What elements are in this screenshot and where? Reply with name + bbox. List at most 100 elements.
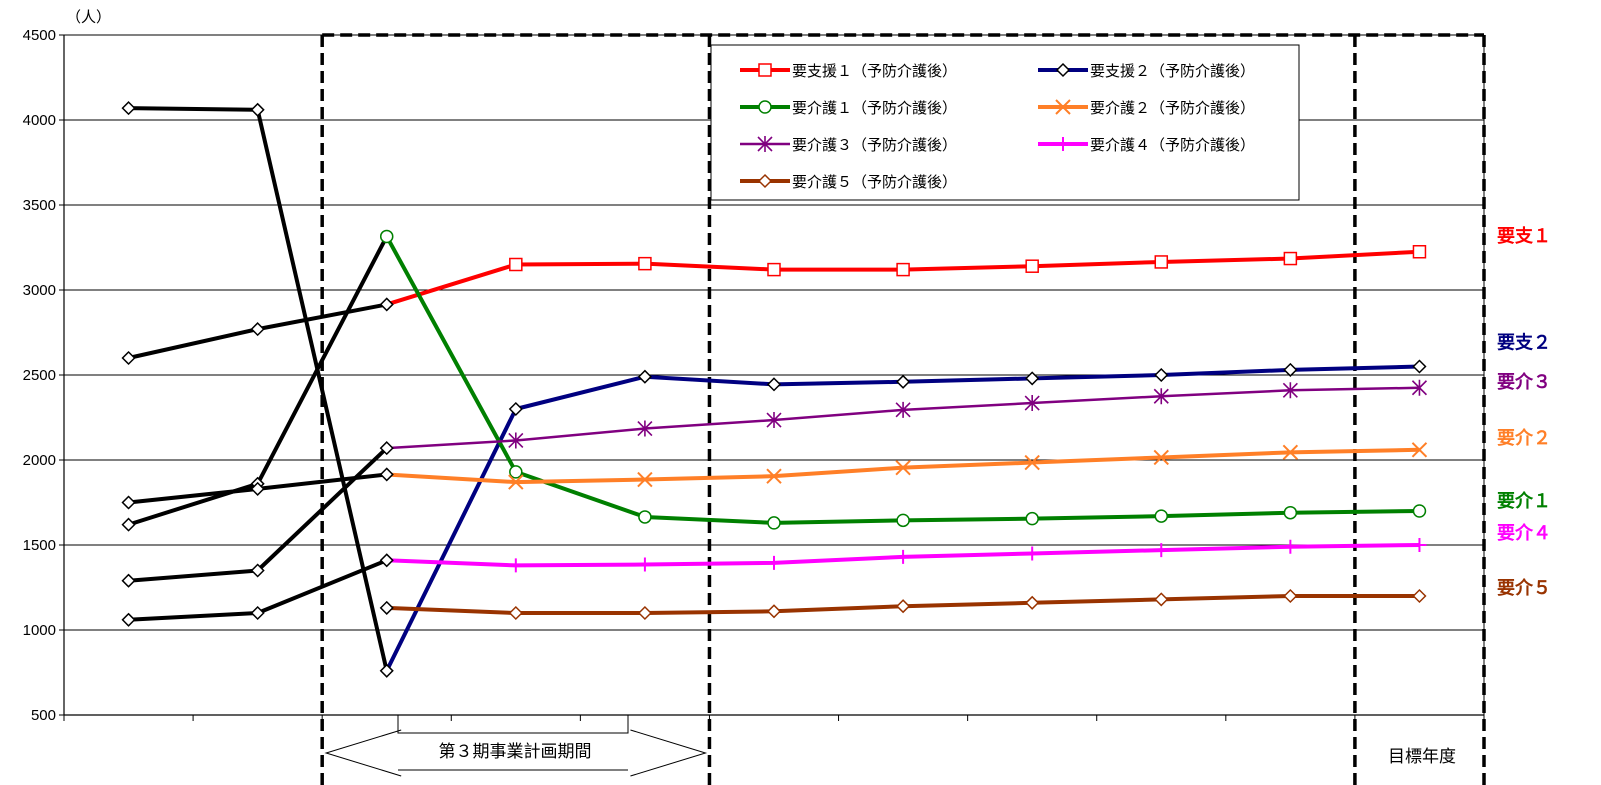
legend-label-4: 要介護３（予防介護後） — [792, 136, 957, 154]
history-point-0-1 — [250, 322, 265, 337]
history-point-2-0 — [121, 517, 136, 532]
legend-marker-5 — [1056, 137, 1070, 151]
series-line-3 — [386, 447, 1420, 485]
series-point-0-4 — [638, 256, 652, 271]
series-point-1-7 — [1025, 371, 1040, 386]
series-point-4-9 — [1282, 382, 1298, 399]
series-point-0-3 — [509, 257, 523, 272]
series-point-1-9 — [1283, 362, 1298, 377]
series-point-4-5 — [766, 412, 782, 429]
history-point-0-0 — [121, 350, 136, 366]
series-line-4 — [386, 386, 1420, 450]
series-point-3-2 — [379, 467, 394, 482]
series-point-6-5 — [766, 604, 782, 619]
series-point-4-4 — [637, 420, 653, 437]
series-point-1-8 — [1154, 367, 1169, 383]
series-point-6-9 — [1283, 588, 1298, 604]
series-point-5-3 — [508, 558, 523, 573]
series-point-5-5 — [767, 555, 781, 570]
y-tick-label-3000: 3000 — [23, 282, 56, 299]
series-point-1-5 — [766, 377, 782, 392]
target-year-label: 目標年度 — [1388, 747, 1456, 767]
series-point-3-10 — [1411, 442, 1428, 458]
legend-marker-4 — [757, 136, 773, 152]
legend-box — [710, 44, 1300, 201]
right-label-0: 要支１ — [1497, 225, 1551, 247]
series-point-2-6 — [896, 513, 910, 528]
series-point-2-3 — [509, 465, 523, 479]
legend-label-2: 要介護１（予防介護後） — [792, 99, 957, 117]
period-arrow-right — [630, 729, 708, 777]
x-axis — [63, 714, 1485, 721]
series-point-0-8 — [1154, 255, 1169, 269]
right-label-3: 要介２ — [1497, 427, 1551, 449]
right-label-2: 要介３ — [1497, 371, 1551, 393]
series-markers — [121, 101, 1428, 678]
y-unit-label: （人） — [66, 8, 111, 26]
series-point-1-2 — [379, 663, 394, 678]
series-point-5-9 — [1283, 539, 1298, 554]
series-point-2-2 — [379, 229, 394, 244]
series-point-5-8 — [1154, 543, 1169, 558]
series-line-0 — [386, 249, 1420, 307]
y-tick-label-2000: 2000 — [23, 452, 56, 469]
series-point-4-7 — [1024, 395, 1040, 412]
y-tick-label-500: 500 — [31, 707, 56, 724]
series-point-1-10 — [1412, 359, 1427, 374]
series-point-4-10 — [1411, 379, 1428, 396]
y-tick-label-2500: 2500 — [23, 367, 56, 384]
series-point-3-5 — [766, 468, 782, 484]
right-label-4: 要介１ — [1497, 490, 1551, 512]
history-point-4-0 — [121, 573, 136, 588]
legend-label-6: 要介護５（予防介護後） — [792, 173, 957, 191]
series-point-5-7 — [1025, 546, 1040, 561]
series-point-0-5 — [767, 262, 781, 277]
period-bracket-top — [397, 715, 629, 734]
history-point-1-1 — [250, 102, 265, 117]
series-point-3-6 — [895, 459, 911, 476]
series-point-5-6 — [896, 549, 911, 564]
series-point-1-6 — [896, 374, 911, 389]
legend-label-0: 要支援１（予防介護後） — [792, 62, 957, 80]
series-point-6-8 — [1154, 592, 1169, 607]
series-point-2-7 — [1025, 511, 1039, 526]
legend-marker-1 — [1055, 62, 1071, 78]
y-tick-label-1500: 1500 — [23, 537, 56, 554]
right-label-1: 要支２ — [1497, 332, 1551, 354]
series-point-0-7 — [1025, 259, 1039, 273]
series-point-5-2 — [379, 553, 394, 568]
period-dividers — [320, 33, 1486, 785]
series-point-0-9 — [1283, 251, 1298, 266]
legend-marker-0 — [758, 63, 772, 77]
history-point-3-0 — [121, 495, 136, 510]
series-point-4-3 — [508, 432, 524, 449]
series-point-3-3 — [508, 474, 524, 490]
series-point-4-8 — [1153, 388, 1169, 405]
series-point-6-10 — [1412, 588, 1427, 604]
history-point-5-0 — [121, 612, 136, 627]
right-label-5: 要介４ — [1497, 522, 1551, 544]
period-label: 第３期事業計画期間 — [439, 742, 592, 762]
plan-period-arrow: 第３期事業計画期間 — [324, 715, 708, 777]
series-point-3-7 — [1024, 454, 1040, 471]
y-tick-label-3500: 3500 — [23, 197, 56, 214]
series-point-6-6 — [896, 599, 911, 614]
history-point-5-1 — [250, 605, 265, 621]
series-point-0-10 — [1412, 245, 1427, 259]
series-point-1-3 — [508, 401, 523, 417]
series-point-5-10 — [1412, 538, 1427, 552]
series-point-1-4 — [637, 369, 652, 384]
series-point-0-2 — [379, 297, 394, 312]
y-tick-label-1000: 1000 — [23, 622, 56, 639]
series-point-2-9 — [1283, 505, 1298, 520]
series-point-2-5 — [767, 516, 781, 530]
series-point-2-8 — [1154, 509, 1169, 523]
legend-label-5: 要介護４（予防介護後） — [1090, 136, 1255, 154]
series-point-5-4 — [637, 557, 652, 572]
legend: 要支援１（予防介護後） 要支援２（予防介護後） 要介護１（予防介護後） 要介護２（予防… — [710, 44, 1300, 201]
series-point-2-10 — [1412, 504, 1427, 518]
series-point-3-9 — [1282, 444, 1299, 461]
right-label-6: 要介５ — [1497, 577, 1551, 599]
y-tick-label-4000: 4000 — [23, 112, 56, 129]
